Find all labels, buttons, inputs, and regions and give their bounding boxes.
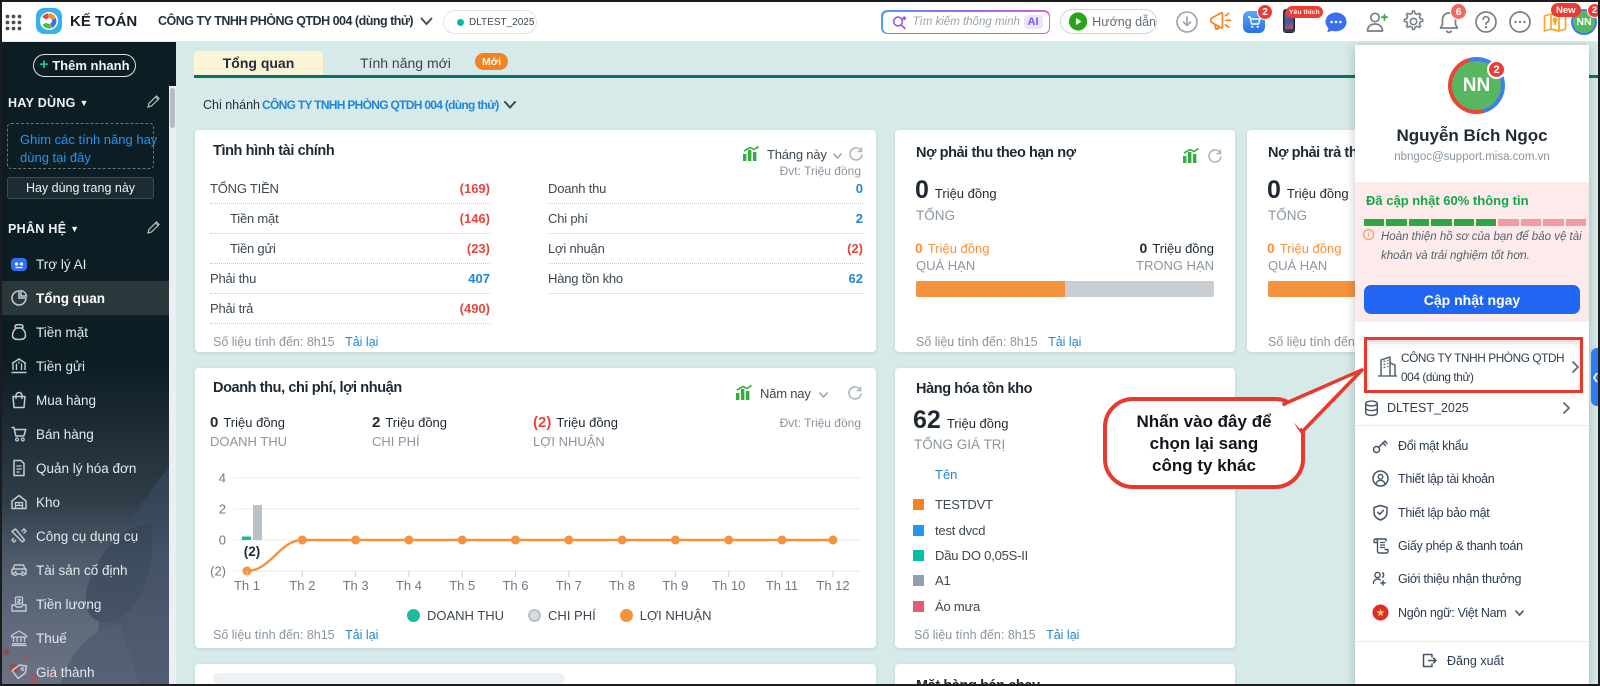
svg-text:Th 8: Th 8 (609, 578, 635, 593)
svg-text:Th 5: Th 5 (449, 578, 475, 593)
svg-text:Th 2: Th 2 (289, 578, 315, 593)
svg-text:(2): (2) (210, 564, 226, 579)
svg-text:Th 9: Th 9 (662, 578, 688, 593)
svg-text:Th 10: Th 10 (712, 578, 745, 593)
svg-text:Th 1: Th 1 (234, 578, 260, 593)
svg-text:Th 11: Th 11 (766, 578, 798, 593)
svg-text:2: 2 (219, 502, 226, 517)
svg-text:Th 12: Th 12 (816, 578, 849, 593)
svg-text:Th 4: Th 4 (396, 578, 422, 593)
svg-text:Th 7: Th 7 (556, 578, 582, 593)
svg-text:(2): (2) (244, 544, 261, 559)
svg-text:Th 3: Th 3 (343, 578, 369, 593)
svg-text:Th 6: Th 6 (502, 578, 528, 593)
svg-text:0: 0 (219, 533, 226, 548)
svg-text:4: 4 (219, 471, 226, 486)
